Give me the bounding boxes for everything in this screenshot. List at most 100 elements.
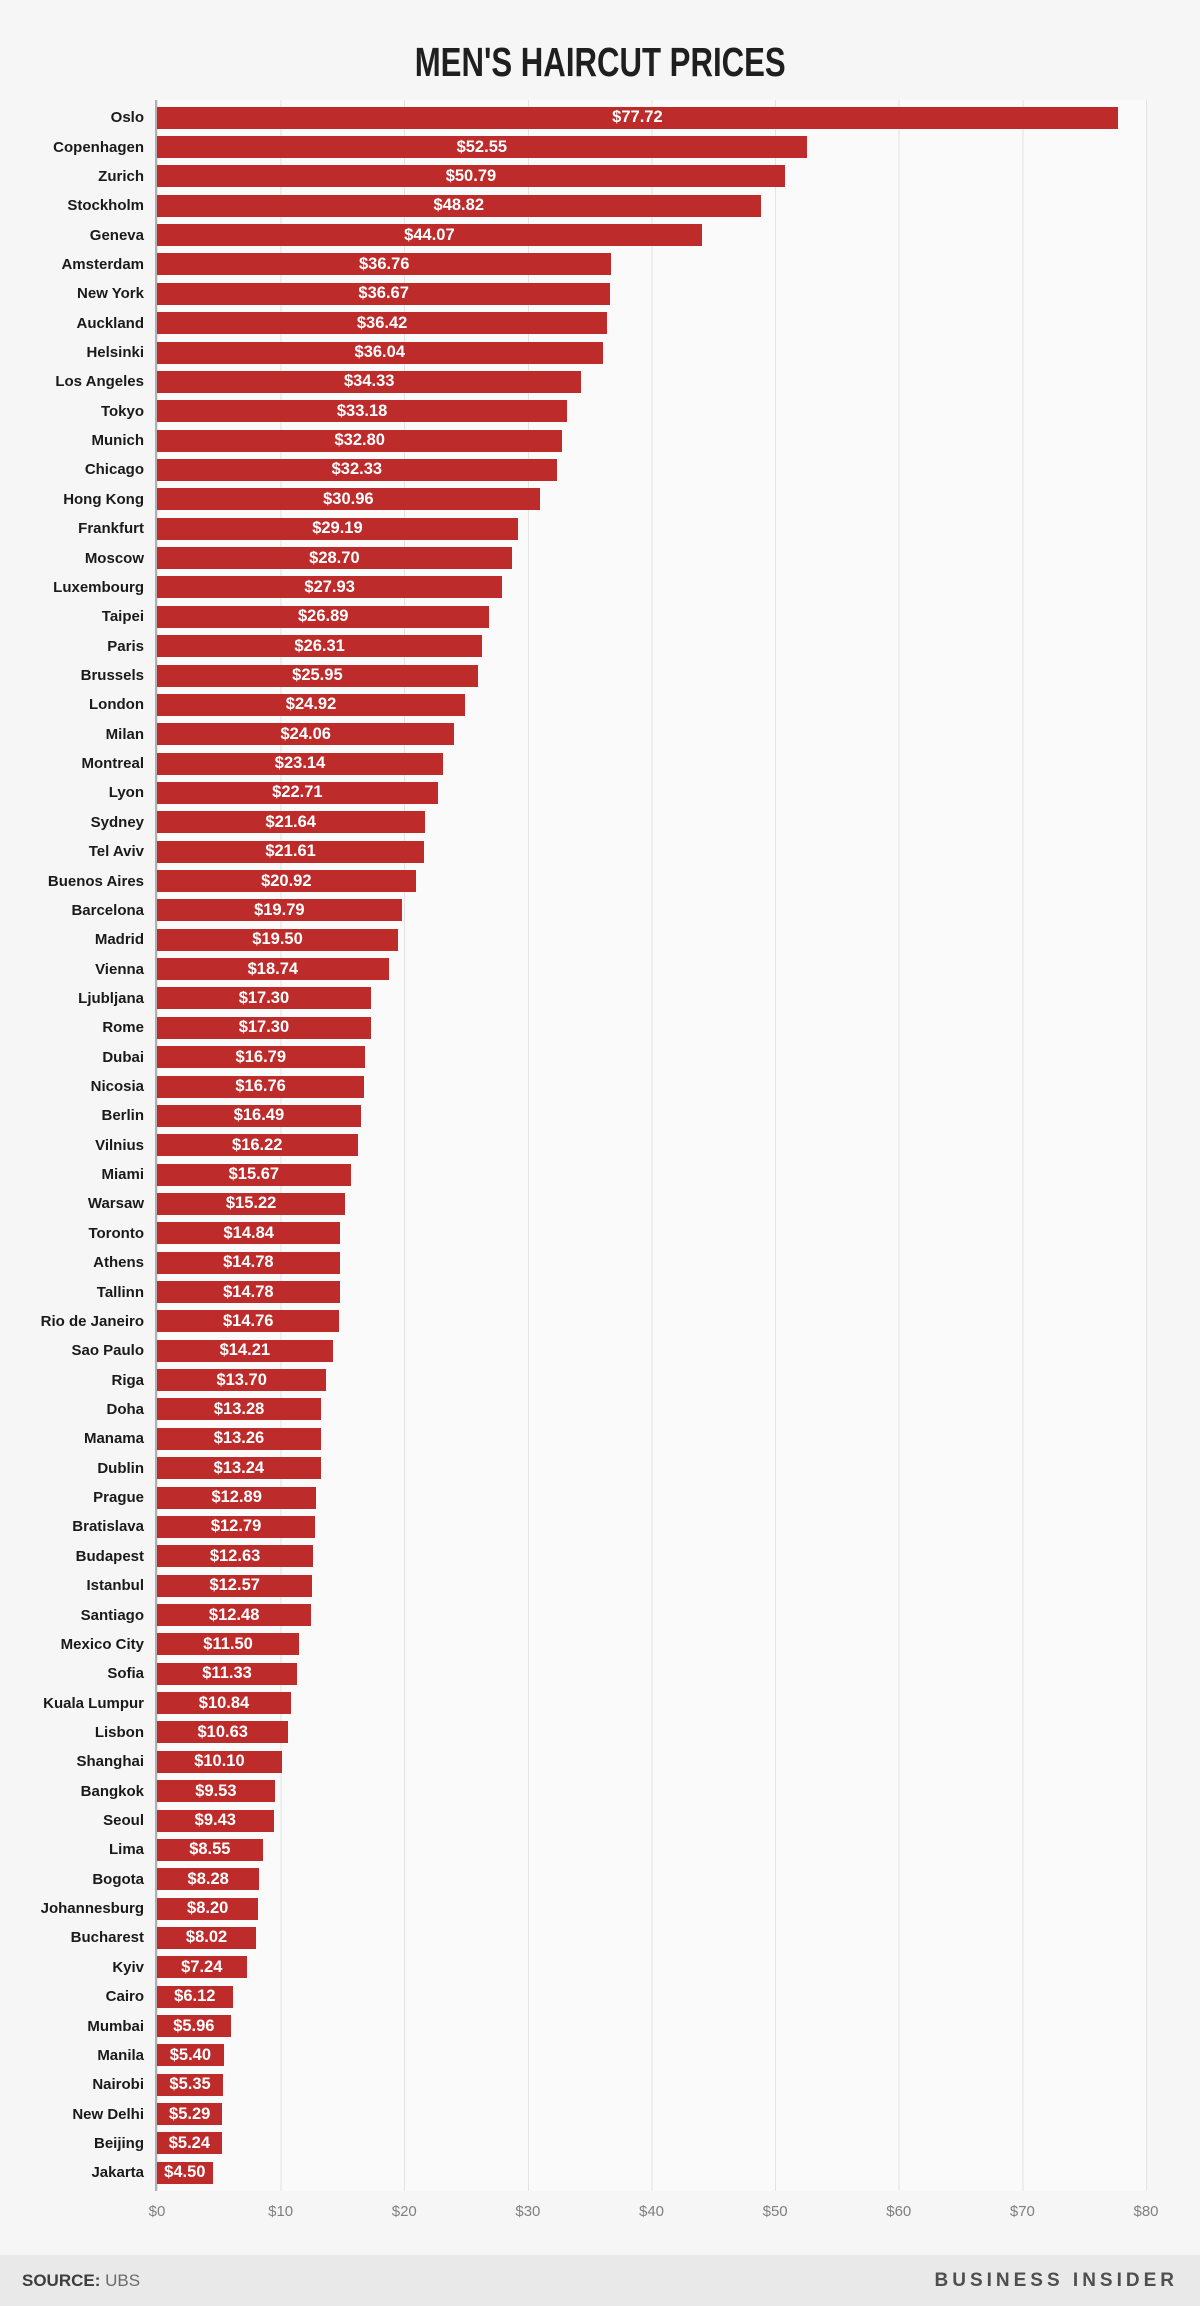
- bar-row: Tallinn $14.78: [0, 1277, 1200, 1306]
- bar-value-label: $18.74: [247, 959, 299, 978]
- category-label: Paris: [107, 637, 144, 655]
- category-label: Doha: [106, 1400, 145, 1418]
- bar-value-label: $10.63: [197, 1722, 248, 1741]
- bar-track: $77.72: [157, 103, 1146, 132]
- bar-row: Johannesburg $8.20: [0, 1894, 1200, 1923]
- bar-value-label: $34.33: [343, 372, 395, 391]
- bar-row: Manama $13.26: [0, 1424, 1200, 1453]
- bar-track: $23.14: [157, 749, 1146, 778]
- bar: $32.80: [157, 429, 563, 452]
- bar-track: $4.50: [157, 2158, 1146, 2187]
- category-label: Madrid: [94, 931, 144, 949]
- bar-row: Munich $32.80: [0, 426, 1200, 455]
- bar-track: $19.79: [157, 896, 1146, 925]
- bar-row: Paris $26.31: [0, 631, 1200, 660]
- bar-row: Montreal $23.14: [0, 749, 1200, 778]
- bar: $28.70: [157, 547, 512, 570]
- bar: $52.55: [157, 136, 807, 159]
- bar-value-label: $52.55: [456, 137, 508, 156]
- bar-track: $5.35: [157, 2070, 1146, 2099]
- bar-value-label: $29.19: [312, 519, 363, 538]
- bar-value-label: $10.10: [194, 1752, 245, 1771]
- bar-track: $19.50: [157, 925, 1146, 954]
- bar-value-label: $12.48: [208, 1605, 260, 1624]
- bar-value-label: $10.84: [198, 1693, 250, 1712]
- bar-track: $36.04: [157, 338, 1146, 367]
- bar-row: Copenhagen $52.55: [0, 132, 1200, 161]
- bar-row: Berlin $16.49: [0, 1101, 1200, 1130]
- bar-value-label: $12.89: [211, 1488, 262, 1507]
- bar: $26.89: [157, 605, 490, 628]
- category-label: Manila: [97, 2046, 144, 2064]
- bar: $48.82: [157, 194, 761, 217]
- bar-track: $33.18: [157, 397, 1146, 426]
- bar-row: Tokyo $33.18: [0, 397, 1200, 426]
- bar-track: $5.24: [157, 2129, 1146, 2158]
- bar: $10.10: [157, 1750, 282, 1773]
- bar-track: $17.30: [157, 1013, 1146, 1042]
- bar-row: Los Angeles $34.33: [0, 367, 1200, 396]
- bar: $24.06: [157, 723, 455, 746]
- category-label: Toronto: [88, 1224, 144, 1242]
- bar: $20.92: [157, 870, 416, 893]
- x-axis: $0 $10 $20 $30 $40 $50 $60 $70 $80: [149, 2195, 1159, 2229]
- bar-track: $21.64: [157, 808, 1146, 837]
- bar-track: $7.24: [157, 1953, 1146, 1982]
- bar-value-label: $24.06: [280, 724, 331, 743]
- bar-row: Moscow $28.70: [0, 543, 1200, 572]
- x-axis-tick-label: $0: [148, 2202, 166, 2220]
- category-label: Tallinn: [96, 1283, 144, 1301]
- category-label: Lima: [108, 1841, 144, 1859]
- bar-value-label: $13.24: [213, 1458, 265, 1477]
- bar-row: Madrid $19.50: [0, 925, 1200, 954]
- category-label: Vilnius: [95, 1136, 144, 1154]
- bar-track: $29.19: [157, 514, 1146, 543]
- bar-row: Milan $24.06: [0, 720, 1200, 749]
- bar-track: $36.76: [157, 250, 1146, 279]
- bar-value-label: $14.21: [219, 1341, 271, 1360]
- bar-track: $8.28: [157, 1865, 1146, 1894]
- category-label: Budapest: [75, 1547, 144, 1565]
- category-label: Brussels: [80, 667, 144, 684]
- category-label: Rio de Janeiro: [40, 1312, 144, 1330]
- x-axis-tick-label: $80: [1133, 2202, 1159, 2220]
- bar: $8.28: [157, 1868, 260, 1891]
- category-label: Munich: [91, 432, 145, 450]
- bar-value-label: $13.26: [213, 1429, 265, 1448]
- bar-track: $30.96: [157, 485, 1146, 514]
- bar-row: Mumbai $5.96: [0, 2011, 1200, 2040]
- bar-row: Tel Aviv $21.61: [0, 837, 1200, 866]
- bar-value-label: $17.30: [238, 1018, 290, 1037]
- category-label: Beijing: [93, 2134, 144, 2152]
- bar: $8.20: [157, 1897, 259, 1920]
- bar-value-label: $16.76: [235, 1077, 286, 1096]
- bar-value-label: $21.61: [265, 842, 316, 861]
- bar: $29.19: [157, 517, 518, 540]
- bar-value-label: $26.89: [297, 607, 349, 626]
- bar-row: Taipei $26.89: [0, 602, 1200, 631]
- bar-value-label: $19.50: [252, 930, 303, 949]
- bar-row: Stockholm $48.82: [0, 191, 1200, 220]
- bar: $16.22: [157, 1134, 358, 1157]
- category-label: Shanghai: [76, 1753, 144, 1771]
- bar-row: Chicago $32.33: [0, 455, 1200, 484]
- bar-row: Sydney $21.64: [0, 808, 1200, 837]
- category-label: Amsterdam: [61, 255, 144, 273]
- bar: $19.79: [157, 899, 402, 922]
- bar-track: $26.89: [157, 602, 1146, 631]
- category-label: Bucharest: [70, 1929, 144, 1947]
- bar-row: Bangkok $9.53: [0, 1776, 1200, 1805]
- category-label: Milan: [105, 725, 144, 743]
- category-label: Zurich: [98, 167, 144, 185]
- bar-value-label: $9.53: [195, 1781, 237, 1800]
- bar-value-label: $14.84: [223, 1223, 274, 1242]
- bar-value-label: $8.02: [185, 1928, 228, 1947]
- bar: $21.61: [157, 840, 425, 863]
- bar: $13.28: [157, 1398, 322, 1421]
- bar: $36.04: [157, 341, 603, 364]
- bar: $30.96: [157, 488, 540, 511]
- bar: $8.02: [157, 1926, 257, 1949]
- bar: $13.70: [157, 1369, 327, 1392]
- bar-value-label: $7.24: [181, 1957, 223, 1976]
- category-label: Istanbul: [86, 1577, 144, 1595]
